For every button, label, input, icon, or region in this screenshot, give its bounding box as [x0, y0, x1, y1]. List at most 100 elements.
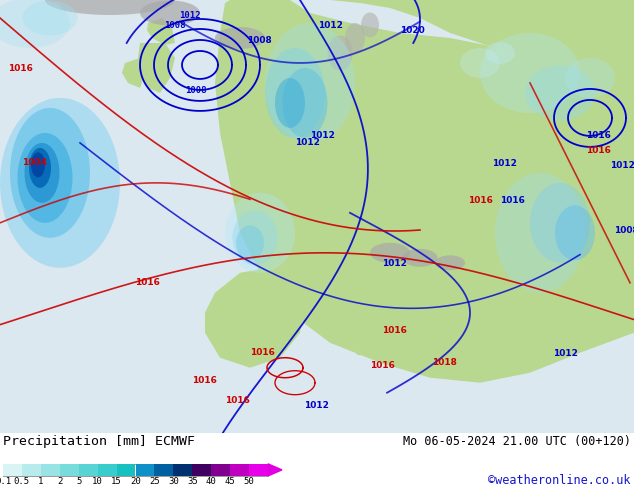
Ellipse shape: [555, 205, 595, 260]
Polygon shape: [147, 18, 175, 45]
Text: 50: 50: [243, 477, 254, 486]
Bar: [3, 464, 22, 476]
Ellipse shape: [370, 243, 410, 263]
Ellipse shape: [356, 350, 364, 355]
Text: 1016: 1016: [225, 396, 250, 405]
Polygon shape: [310, 0, 634, 118]
Text: 10: 10: [93, 477, 103, 486]
Text: 1008: 1008: [185, 86, 207, 95]
Text: ©weatheronline.co.uk: ©weatheronline.co.uk: [489, 474, 631, 487]
Text: 1008: 1008: [614, 226, 634, 235]
Text: 30: 30: [168, 477, 179, 486]
Ellipse shape: [22, 0, 77, 35]
Text: 1018: 1018: [432, 358, 457, 367]
Text: 1012: 1012: [318, 21, 343, 30]
Text: 1016: 1016: [586, 146, 611, 155]
Text: 35: 35: [187, 477, 198, 486]
Bar: [22, 464, 41, 476]
Bar: [155, 464, 173, 476]
Bar: [136, 464, 155, 476]
Text: 1012: 1012: [382, 259, 407, 268]
Ellipse shape: [328, 35, 353, 71]
Text: 0.5: 0.5: [14, 477, 30, 486]
Text: 1012: 1012: [295, 138, 320, 147]
Text: 1004: 1004: [22, 158, 47, 167]
Ellipse shape: [361, 12, 379, 37]
Ellipse shape: [0, 0, 70, 48]
Text: 1: 1: [38, 477, 44, 486]
Ellipse shape: [29, 148, 51, 188]
Bar: [192, 464, 211, 476]
Text: Precipitation [mm] ECMWF: Precipitation [mm] ECMWF: [3, 435, 195, 448]
Bar: [41, 464, 60, 476]
Text: 1016: 1016: [135, 278, 160, 287]
Text: 20: 20: [130, 477, 141, 486]
Ellipse shape: [31, 152, 45, 177]
Text: 1016: 1016: [468, 196, 493, 205]
Ellipse shape: [435, 255, 465, 270]
Ellipse shape: [403, 249, 437, 267]
Bar: [117, 464, 136, 476]
Polygon shape: [205, 268, 305, 368]
Ellipse shape: [265, 23, 355, 143]
Ellipse shape: [485, 42, 515, 64]
Ellipse shape: [0, 98, 120, 268]
Ellipse shape: [366, 335, 374, 340]
Ellipse shape: [236, 225, 264, 260]
Text: 1016: 1016: [586, 131, 611, 140]
Ellipse shape: [525, 66, 595, 121]
Ellipse shape: [283, 68, 328, 138]
Bar: [60, 464, 79, 476]
Text: 40: 40: [206, 477, 217, 486]
Ellipse shape: [486, 310, 494, 315]
Ellipse shape: [45, 0, 175, 15]
Bar: [173, 464, 192, 476]
Polygon shape: [268, 464, 282, 476]
Text: 1016: 1016: [500, 196, 525, 205]
Bar: [230, 464, 249, 476]
Bar: [249, 464, 268, 476]
Ellipse shape: [275, 78, 305, 128]
Text: 1012: 1012: [492, 159, 517, 168]
Ellipse shape: [530, 183, 590, 263]
Text: 1012: 1012: [553, 349, 578, 358]
Text: 2: 2: [57, 477, 63, 486]
Text: 1012: 1012: [610, 161, 634, 170]
Ellipse shape: [215, 27, 265, 49]
Polygon shape: [215, 0, 634, 383]
Text: 0.1: 0.1: [0, 477, 11, 486]
Ellipse shape: [140, 0, 200, 25]
Ellipse shape: [25, 143, 60, 203]
Ellipse shape: [565, 58, 615, 98]
Bar: [79, 464, 98, 476]
Ellipse shape: [345, 23, 365, 53]
Ellipse shape: [416, 340, 424, 345]
Text: 15: 15: [111, 477, 122, 486]
Text: 1016: 1016: [192, 376, 217, 385]
Text: 1008: 1008: [164, 21, 186, 30]
Ellipse shape: [460, 48, 500, 78]
Bar: [211, 464, 230, 476]
Text: 45: 45: [225, 477, 235, 486]
Text: 1012: 1012: [179, 11, 201, 20]
Ellipse shape: [495, 173, 585, 293]
Text: 1020: 1020: [400, 26, 425, 35]
Text: 1016: 1016: [8, 64, 33, 73]
Bar: [98, 464, 117, 476]
Text: 1016: 1016: [250, 348, 275, 357]
Text: 1016: 1016: [370, 361, 395, 370]
Ellipse shape: [10, 108, 90, 238]
Ellipse shape: [225, 193, 295, 273]
Polygon shape: [138, 43, 175, 93]
Ellipse shape: [436, 330, 444, 335]
Text: 1012: 1012: [310, 131, 335, 140]
Polygon shape: [122, 58, 145, 88]
Text: 5: 5: [76, 477, 81, 486]
Bar: [3, 464, 268, 476]
Text: Mo 06-05-2024 21.00 UTC (00+120): Mo 06-05-2024 21.00 UTC (00+120): [403, 435, 631, 448]
Text: 25: 25: [149, 477, 160, 486]
Ellipse shape: [480, 33, 580, 113]
Ellipse shape: [265, 48, 325, 138]
Text: 1012: 1012: [304, 401, 329, 410]
Ellipse shape: [233, 210, 278, 265]
